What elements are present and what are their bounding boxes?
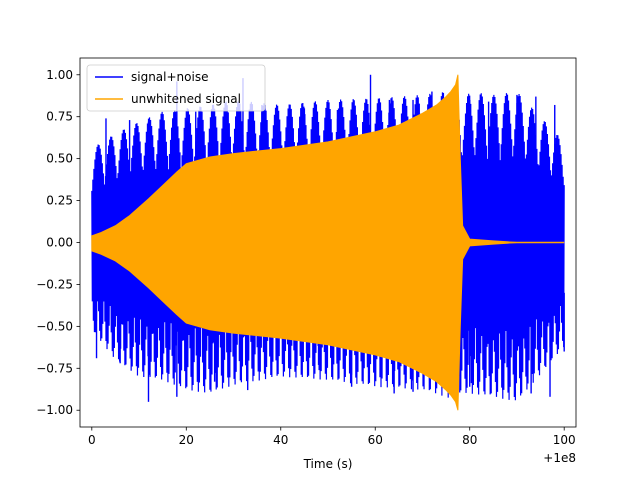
- legend: signal+noise unwhitened signal: [86, 64, 266, 112]
- x-tick-label: 80: [462, 433, 477, 447]
- x-tick-label: 60: [368, 433, 383, 447]
- x-axis-offset-label: +1e8: [543, 451, 576, 465]
- x-tick-label: 20: [179, 433, 194, 447]
- y-tick-label: 0.25: [46, 194, 73, 208]
- y-tick-label: −0.50: [36, 319, 73, 333]
- legend-box: [86, 64, 266, 112]
- legend-entry-label: unwhitened signal: [131, 92, 241, 106]
- plot-area: [91, 74, 565, 411]
- y-tick-label: 0.75: [46, 110, 73, 124]
- x-tick-label: 40: [273, 433, 288, 447]
- series-line-signal-noise: [91, 92, 565, 401]
- y-tick-label: 1.00: [46, 68, 73, 82]
- x-tick-label: 100: [553, 433, 576, 447]
- y-tick-label: −1.00: [36, 403, 73, 417]
- legend-entry-label: signal+noise: [131, 70, 208, 84]
- x-axis: 0 20 40 60 80 100: [88, 427, 576, 447]
- x-tick-label: 0: [88, 433, 96, 447]
- y-tick-label: 0.50: [46, 152, 73, 166]
- x-axis-label: Time (s): [303, 457, 353, 471]
- y-tick-label: −0.75: [36, 361, 73, 375]
- series-area-unwhitened-signal: [91, 74, 517, 411]
- y-axis: −1.00 −0.75 −0.50 −0.25 0.00 0.25 0.50 0.75 1.00: [36, 68, 80, 417]
- y-tick-label: −0.25: [36, 277, 73, 291]
- y-tick-label: 0.00: [46, 236, 73, 250]
